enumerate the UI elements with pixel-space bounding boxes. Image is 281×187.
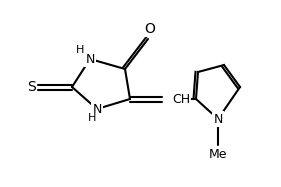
Text: Me: Me — [209, 148, 227, 160]
Text: CH: CH — [172, 93, 190, 105]
Text: H: H — [88, 113, 96, 123]
Text: N: N — [213, 113, 223, 125]
Text: N: N — [85, 53, 95, 65]
Text: O: O — [144, 22, 155, 36]
Text: N: N — [92, 102, 102, 116]
Text: S: S — [27, 80, 35, 94]
Text: H: H — [76, 45, 84, 55]
